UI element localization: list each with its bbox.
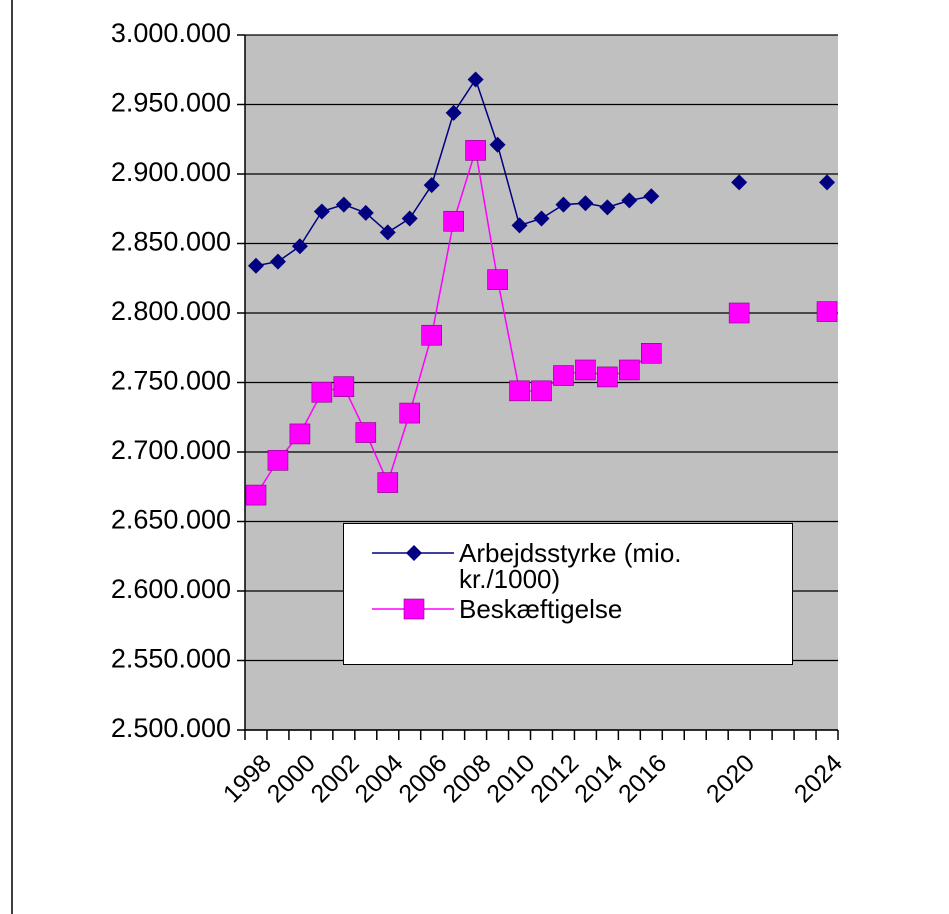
data-point bbox=[267, 450, 289, 471]
data-point bbox=[313, 203, 330, 220]
data-point bbox=[289, 423, 311, 445]
x-tick-label: 2004 bbox=[350, 749, 409, 808]
y-tick-label: 2.800.000 bbox=[111, 296, 231, 326]
data-point bbox=[467, 71, 484, 88]
y-tick-label: 2.600.000 bbox=[111, 574, 231, 604]
data-point bbox=[816, 301, 838, 322]
y-tick-label: 2.500.000 bbox=[111, 713, 231, 743]
data-point bbox=[643, 188, 660, 205]
data-point bbox=[641, 343, 662, 364]
data-point bbox=[335, 196, 352, 213]
x-tick-label: 2008 bbox=[437, 749, 496, 808]
legend-marker bbox=[406, 545, 422, 561]
y-tick-label: 2.900.000 bbox=[111, 157, 231, 187]
data-point bbox=[731, 174, 748, 191]
data-point bbox=[423, 177, 440, 194]
data-point bbox=[621, 192, 638, 209]
data-point bbox=[819, 174, 836, 191]
data-point bbox=[355, 422, 377, 443]
legend-label: Arbejdsstyrke (mio. kr./1000) bbox=[459, 538, 682, 594]
legend-symbol bbox=[372, 545, 454, 561]
y-tick-label: 2.850.000 bbox=[111, 227, 231, 257]
data-point bbox=[489, 136, 506, 153]
data-point bbox=[333, 376, 355, 397]
x-tick-label: 2014 bbox=[569, 749, 628, 808]
data-point bbox=[509, 380, 530, 402]
legend-symbol bbox=[372, 598, 454, 620]
x-tick-label: 2000 bbox=[262, 749, 321, 808]
y-tick-label: 2.700.000 bbox=[111, 435, 231, 465]
data-point bbox=[533, 210, 550, 227]
data-point bbox=[619, 359, 640, 381]
data-point bbox=[511, 217, 528, 234]
x-tick-label: 2002 bbox=[306, 749, 365, 808]
x-tick-label: 2006 bbox=[393, 749, 452, 808]
data-point bbox=[379, 224, 396, 241]
data-point bbox=[553, 365, 574, 386]
x-tick-label: 2012 bbox=[525, 749, 584, 808]
data-point bbox=[443, 210, 464, 232]
legend-marker bbox=[403, 598, 425, 620]
x-tick-label: 1998 bbox=[218, 749, 277, 808]
y-tick-label: 2.950.000 bbox=[111, 88, 231, 118]
data-point bbox=[555, 196, 572, 213]
data-point bbox=[465, 140, 486, 161]
data-point bbox=[399, 402, 421, 424]
data-point bbox=[247, 257, 264, 274]
data-point bbox=[728, 302, 750, 324]
data-point bbox=[599, 199, 616, 216]
series bbox=[247, 71, 836, 274]
x-tick-label: 2010 bbox=[481, 749, 540, 808]
data-point bbox=[597, 366, 618, 388]
y-tick-label: 2.650.000 bbox=[111, 505, 231, 535]
legend-label: Beskæftigelse bbox=[459, 594, 623, 624]
data-point bbox=[421, 324, 442, 346]
data-point bbox=[575, 359, 596, 381]
data-point bbox=[487, 269, 508, 290]
data-point bbox=[291, 238, 308, 255]
series bbox=[245, 140, 838, 506]
data-point bbox=[311, 381, 333, 403]
data-point bbox=[357, 204, 374, 221]
legend: Arbejdsstyrke (mio. kr./1000) Beskæftigel… bbox=[343, 523, 793, 665]
data-point bbox=[401, 210, 418, 227]
data-point bbox=[377, 472, 399, 493]
data-point bbox=[245, 484, 267, 506]
y-tick-label: 2.550.000 bbox=[111, 644, 231, 674]
x-tick-label: 2020 bbox=[701, 749, 760, 808]
y-tick-label: 3.000.000 bbox=[111, 18, 231, 48]
data-point bbox=[269, 253, 286, 270]
y-tick-label: 2.750.000 bbox=[111, 366, 231, 396]
data-point bbox=[531, 380, 552, 402]
x-tick-label: 2024 bbox=[789, 749, 848, 808]
data-point bbox=[445, 104, 462, 121]
data-point bbox=[577, 195, 594, 212]
x-tick-label: 2016 bbox=[613, 749, 672, 808]
